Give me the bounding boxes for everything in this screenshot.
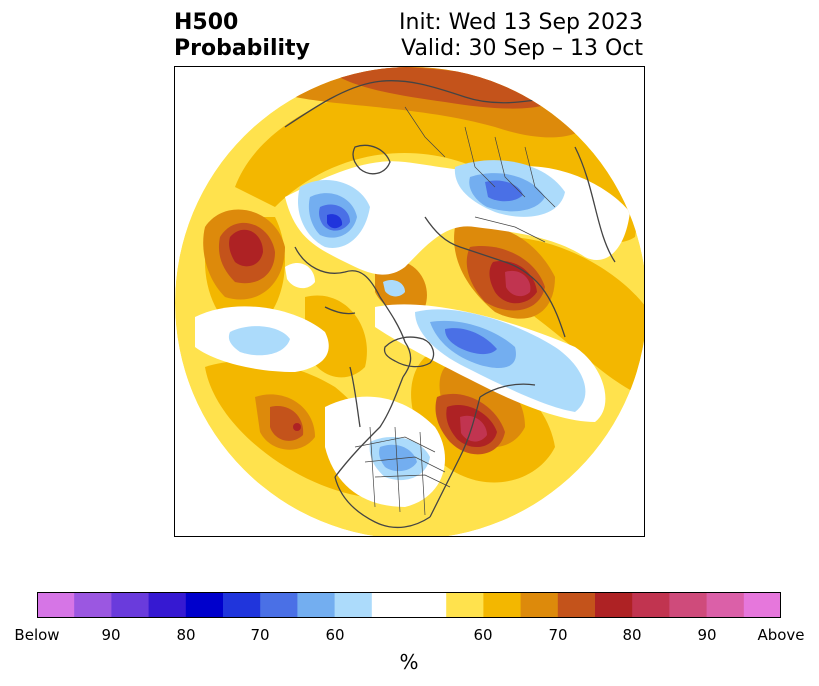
colorbar-frame (37, 592, 781, 618)
anomaly-max-atlantic (460, 415, 487, 442)
below-normal-peak-siberia (327, 214, 343, 229)
colorbar-swatch (595, 592, 633, 618)
colorbar-swatch (37, 592, 75, 618)
colorbar-swatch (632, 592, 670, 618)
colorbar-swatch (446, 592, 484, 618)
colorbar-swatch (706, 592, 745, 618)
colorbar-tick: 70 (250, 626, 270, 644)
colorbar-swatch (297, 592, 336, 618)
colorbar-swatch (483, 592, 522, 618)
colorbar-tick: 90 (101, 626, 121, 644)
colorbar-swatches (37, 592, 781, 618)
below-normal-region-pacific (228, 326, 290, 356)
map-canvas (175, 67, 644, 536)
colorbar-swatch (334, 592, 373, 618)
colorbar-swatch (520, 592, 559, 618)
colorbar-swatch (148, 592, 187, 618)
probability-map (174, 66, 645, 537)
colorbar-tick: 60 (325, 626, 345, 644)
near-normal-region-alaska (285, 262, 315, 289)
title-variable: H500 (174, 10, 239, 35)
anomaly-max-europe (505, 270, 531, 297)
colorbar-tick: 90 (697, 626, 717, 644)
colorbar-swatch (223, 592, 261, 618)
forecast-dates: Init: Wed 13 Sep 2023 Valid: 30 Sep – 13… (399, 10, 643, 62)
colorbar-swatch (557, 592, 596, 618)
colorbar-tick: 80 (176, 626, 196, 644)
colorbar-tick: 70 (548, 626, 568, 644)
coastlines (284, 80, 616, 529)
colorbar-units-label: % (399, 650, 419, 674)
title-field: Probability (174, 36, 310, 61)
anomaly-core-pacific (270, 406, 304, 441)
init-date: Init: Wed 13 Sep 2023 (399, 10, 643, 35)
anomaly-peak-west (229, 229, 263, 267)
colorbar-tick: Above (757, 626, 805, 644)
colorbar-swatch (669, 592, 708, 618)
political-borders (354, 106, 556, 516)
colorbar-swatch (371, 592, 447, 618)
colorbar-tick: 60 (473, 626, 493, 644)
colorbar-tick: 80 (622, 626, 642, 644)
anomaly-peak-pacific (293, 423, 301, 431)
valid-dates: Valid: 30 Sep – 13 Oct (401, 36, 643, 61)
below-normal-spot-arctic (383, 280, 405, 297)
colorbar (37, 592, 781, 618)
map-title: H500 Probability (174, 10, 310, 62)
colorbar-swatch (743, 592, 781, 618)
below-normal-core-conus (379, 444, 417, 472)
below-normal-strong-canada (445, 328, 497, 355)
anomaly-core-north (325, 67, 565, 109)
colorbar-swatch (111, 592, 150, 618)
colorbar-tick: Below (14, 626, 60, 644)
colorbar-swatch (74, 592, 112, 618)
colorbar-swatch (185, 592, 224, 618)
colorbar-swatch (260, 592, 298, 618)
